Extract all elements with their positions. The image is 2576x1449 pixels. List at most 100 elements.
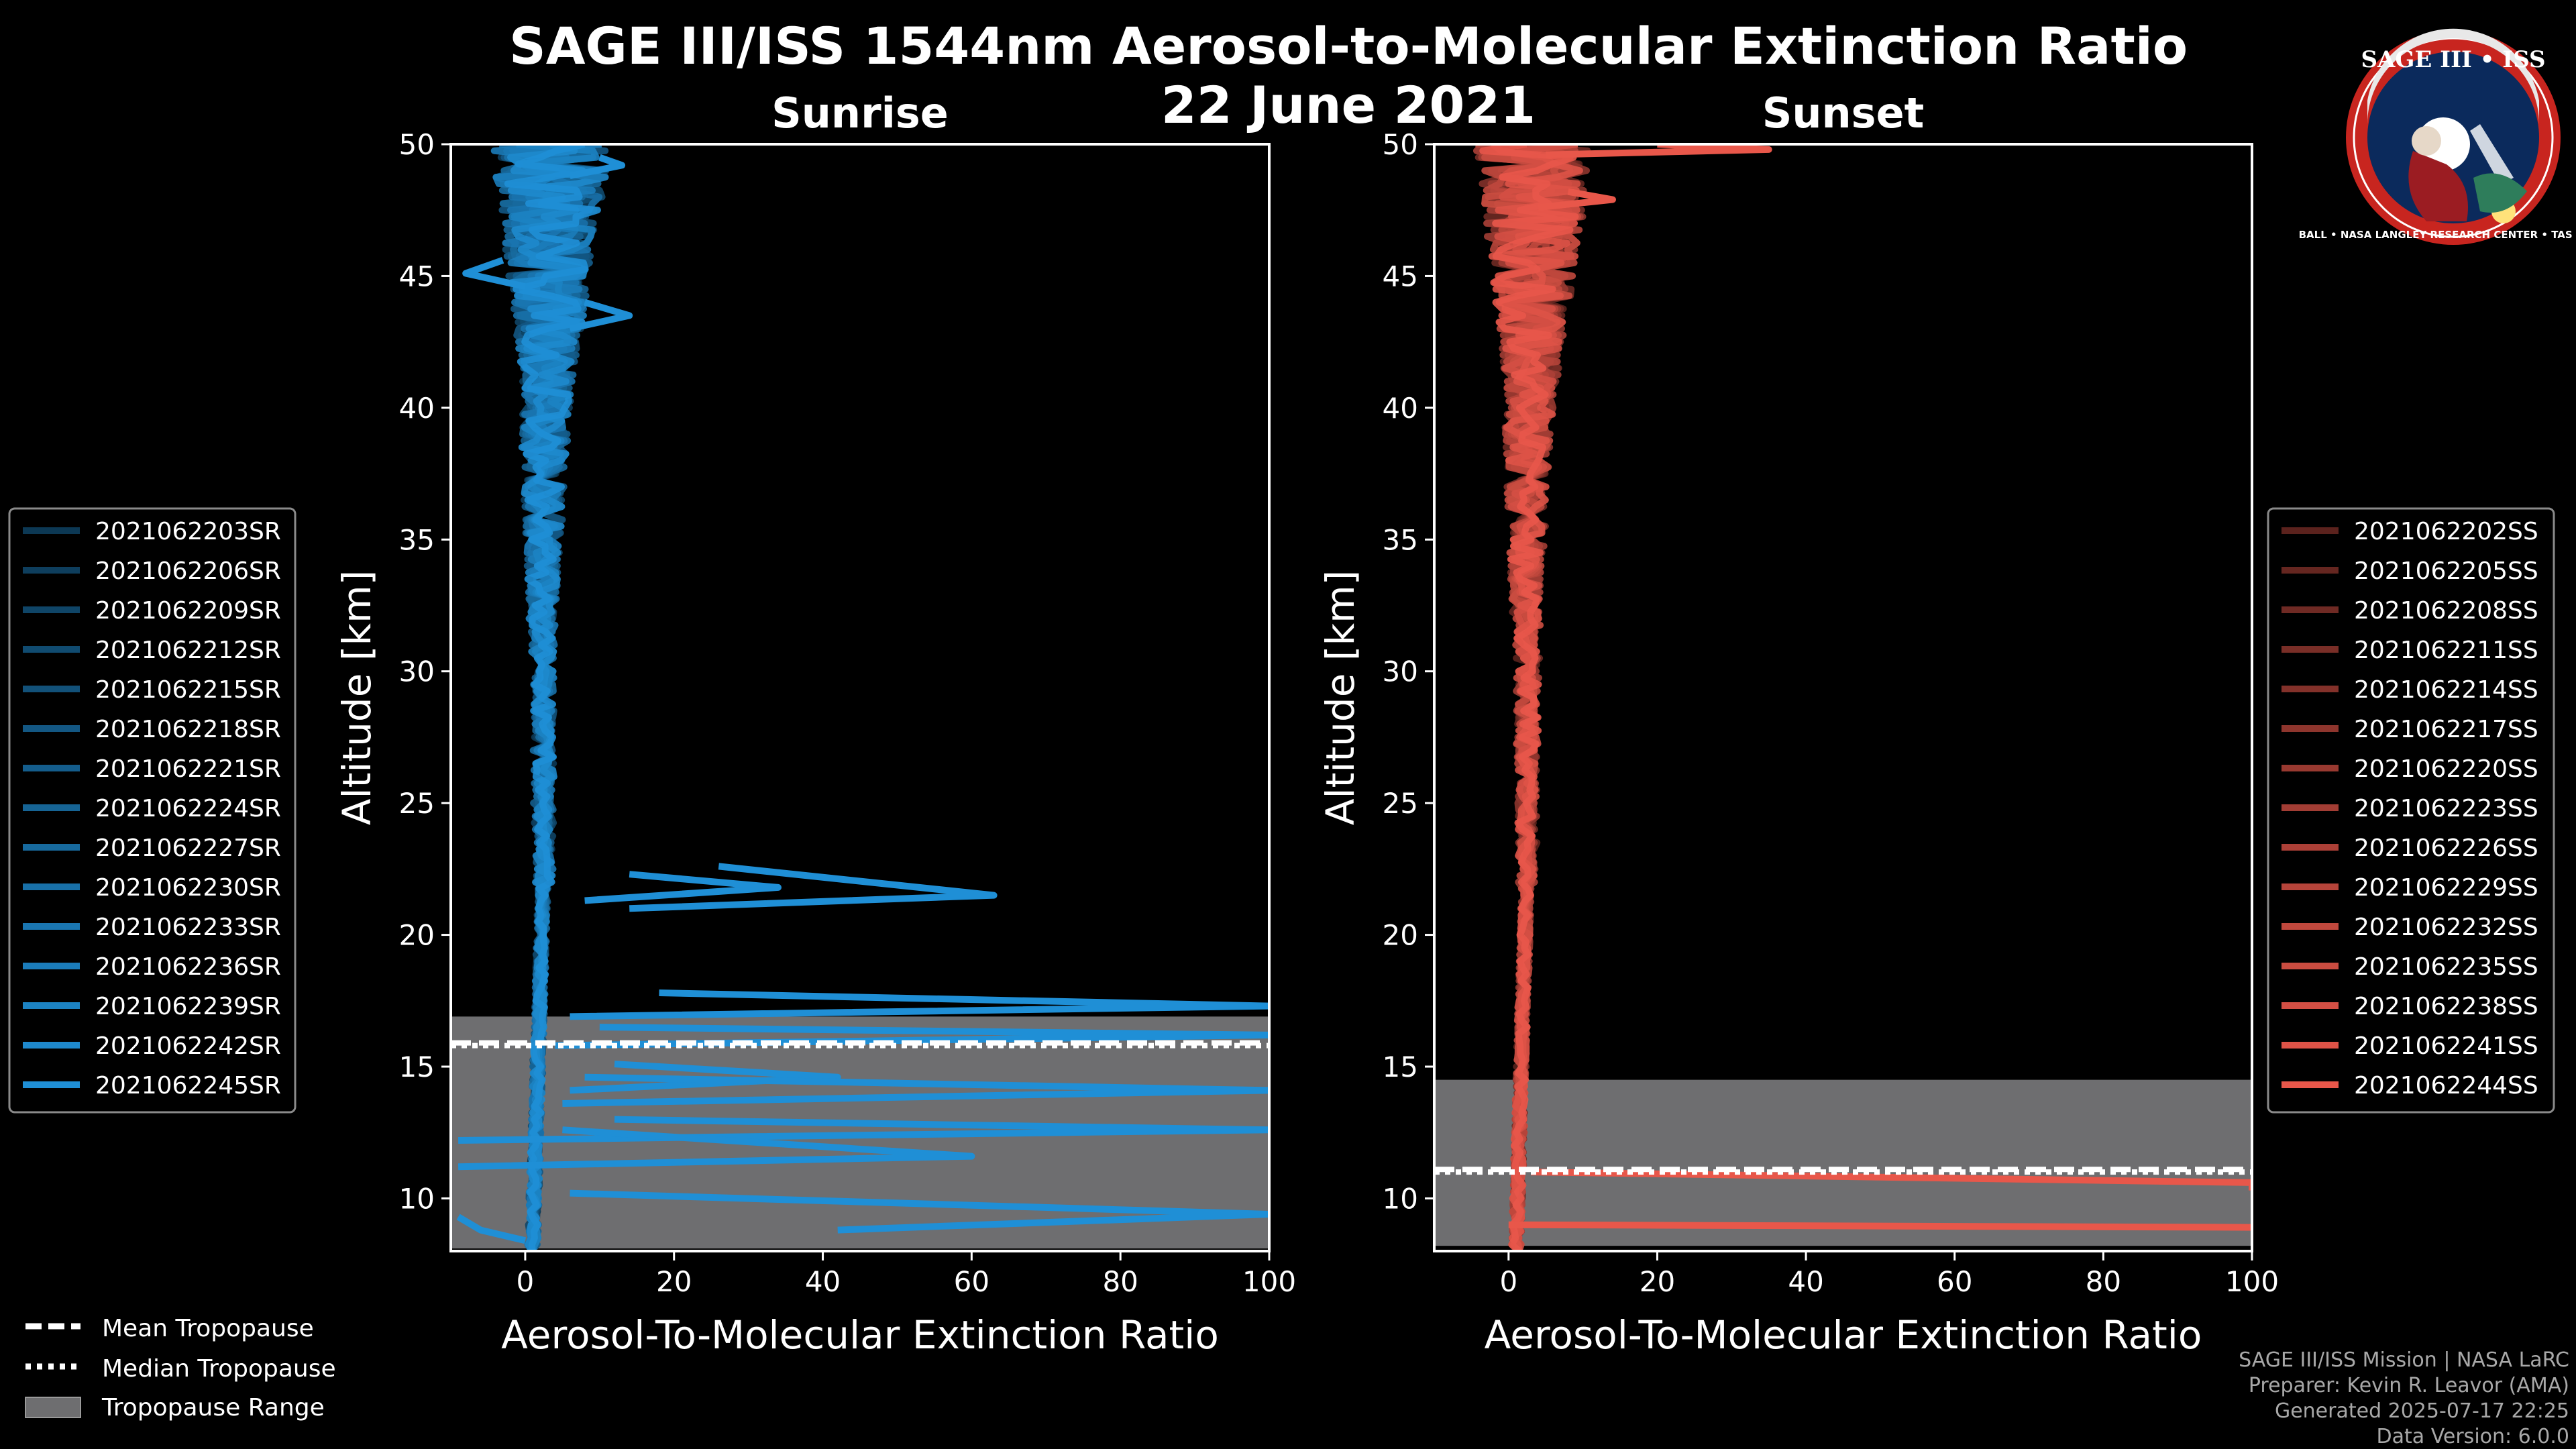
sunrise-spike-5 (562, 1073, 1269, 1107)
sunset-legend: 2021062202SS 2021062205SS 2021062208SS 2021… (2267, 507, 2555, 1114)
sunrise-legend-label: 2021062230SR (95, 874, 281, 902)
sunset-legend-label: 2021062211SS (2354, 637, 2538, 664)
sunset-legend-label: 2021062214SS (2354, 676, 2538, 704)
sunrise-xtick-label: 60 (954, 1265, 989, 1298)
sunset-ytick-label: 25 (1383, 787, 1418, 820)
sunrise-spike-8 (570, 1189, 1269, 1234)
sunrise-ytick-label: 50 (399, 128, 435, 161)
sunset-legend-label: 2021062202SS (2354, 518, 2538, 545)
sunset-profile-2021062244SS (1479, 144, 1579, 1251)
sunrise-ytick-label: 20 (399, 919, 435, 952)
sunrise-ylabel: Altitude [km] (334, 570, 380, 825)
sunrise-legend: 2021062203SR 2021062206SR 2021062209SR 2021… (8, 507, 297, 1114)
sunset-legend-label: 2021062208SS (2354, 597, 2538, 625)
sunrise-axes-frame (449, 143, 1271, 1252)
sunrise-legend-label: 2021062227SR (95, 835, 281, 862)
sunrise-legend-label: 2021062242SR (95, 1032, 281, 1060)
sunset-ytick-label: 45 (1383, 260, 1418, 292)
sunrise-legend-label: 2021062221SR (95, 755, 281, 783)
mean-tropopause-label: Mean Tropopause (102, 1315, 314, 1342)
sunset-xtick-label: 60 (1937, 1265, 1972, 1298)
sunset-legend-label: 2021062238SS (2354, 993, 2538, 1020)
sunrise-spike-4 (570, 1061, 841, 1094)
logo-ring-text: BALL • NASA LANGLEY RESEARCH CENTER • TA… (2299, 229, 2576, 241)
sunrise-spike-6 (458, 1116, 1269, 1144)
sunset-ytick-label: 20 (1383, 919, 1418, 952)
sunset-xtick-label: 40 (1788, 1265, 1823, 1298)
sunset-ylabel: Altitude [km] (1318, 570, 1363, 825)
tropopause-legend: Mean Tropopause Median Tropopause Tropop… (25, 1315, 336, 1421)
sunset-tropopause-range (1434, 1079, 2252, 1246)
sunrise-legend-label: 2021062212SR (95, 637, 281, 664)
sunset-legend-label: 2021062244SS (2354, 1072, 2538, 1099)
sunset-axes-frame (1433, 143, 2253, 1252)
sunrise-legend-label: 2021062224SR (95, 795, 281, 822)
tropopause-range-label: Tropopause Range (101, 1394, 325, 1421)
sunrise-spike-10 (569, 299, 633, 332)
sunrise-xtick-label: 20 (656, 1265, 692, 1298)
sunrise-ytick-label: 10 (399, 1182, 435, 1215)
sunset-plot-area (1434, 144, 2252, 1251)
sunrise-panel: 0 20 40 60 80 100 10 15 20 25 30 35 40 45 50 Aerosol-To… (8, 89, 1296, 1358)
sunset-ytick-label: 30 (1383, 655, 1418, 688)
sunrise-ytick-label: 25 (399, 787, 435, 820)
credits-block: SAGE III/ISS Mission | NASA LaRC Prepare… (2239, 1348, 2569, 1448)
credit-preparer: Preparer: Kevin R. Leavor (AMA) (2249, 1374, 2569, 1397)
sunset-ytick-label: 35 (1383, 523, 1418, 556)
sunset-spike-0 (1546, 144, 1772, 158)
sunset-legend-label: 2021062205SS (2354, 557, 2538, 585)
sunset-xtick-label: 20 (1640, 1265, 1675, 1298)
logo-earth (2473, 173, 2527, 213)
credit-generated: Generated 2025-07-17 22:25 (2275, 1399, 2569, 1423)
sunrise-ytick-label: 15 (399, 1051, 435, 1083)
sunrise-legend-label: 2021062209SR (95, 597, 281, 625)
sunrise-spike-2 (570, 989, 1269, 1020)
sunset-legend-label: 2021062226SS (2354, 835, 2538, 862)
sunrise-legend-label: 2021062215SR (95, 676, 281, 704)
sunset-legend-label: 2021062241SS (2354, 1032, 2538, 1060)
sunset-legend-label: 2021062223SS (2354, 795, 2538, 822)
median-tropopause-label: Median Tropopause (102, 1355, 336, 1383)
sunrise-ytick-label: 40 (399, 392, 435, 425)
sunrise-title: Sunrise (771, 89, 949, 138)
logo-text: SAGE III • ISS (2361, 46, 2545, 73)
sunrise-spike-11 (569, 154, 626, 180)
sunrise-xtick-label: 100 (1242, 1265, 1296, 1298)
credit-mission: SAGE III/ISS Mission | NASA LaRC (2239, 1348, 2569, 1372)
sunrise-legend-label: 2021062236SR (95, 953, 281, 981)
sunset-ytick-label: 50 (1383, 128, 1418, 161)
sunrise-legend-label: 2021062206SR (95, 557, 281, 585)
figure-title: SAGE III/ISS 1544nm Aerosol-to-Molecular… (509, 16, 2188, 76)
logo-figure (2408, 151, 2468, 221)
sunrise-legend-label: 2021062233SR (95, 914, 281, 941)
logo-figure-head (2412, 126, 2441, 156)
sunrise-spike-0 (629, 863, 998, 912)
sunset-title: Sunset (1762, 89, 1925, 138)
sunset-xtick-label: 80 (2086, 1265, 2121, 1298)
sunset-legend-label: 2021062232SS (2354, 914, 2538, 941)
sunset-xtick-label: 0 (1499, 1265, 1517, 1298)
sunrise-legend-label: 2021062239SR (95, 993, 281, 1020)
sunrise-ytick-label: 35 (399, 523, 435, 556)
credit-version: Data Version: 6.0.0 (2377, 1425, 2569, 1448)
sunset-legend-label: 2021062217SS (2354, 716, 2538, 743)
sunrise-spike-12 (462, 257, 526, 290)
sunrise-legend-label: 2021062245SR (95, 1072, 281, 1099)
sunrise-spike-7 (458, 1126, 975, 1171)
sunrise-ytick-label: 30 (399, 655, 435, 688)
sunset-xlabel: Aerosol-To-Molecular Extinction Ratio (1485, 1312, 2202, 1358)
logo-iss (2470, 124, 2514, 184)
sunrise-legend-label: 2021062218SR (95, 716, 281, 743)
sunrise-spike-1 (584, 871, 782, 904)
sunset-ytick-label: 15 (1383, 1051, 1418, 1083)
sunset-panel: 0 20 40 60 80 100 10 15 20 25 30 35 40 45 50 Aerosol-To… (1318, 89, 2555, 1358)
sunset-spike-2 (1531, 1169, 2252, 1191)
sage-logo: SAGE III • ISS BALL • NASA LANGLEY RESEA… (2299, 28, 2576, 245)
sunrise-legend-frame (8, 507, 297, 1114)
sunset-spike-1 (1538, 188, 1616, 211)
sunset-xtick-label: 100 (2225, 1265, 2279, 1298)
sunset-legend-label: 2021062220SS (2354, 755, 2538, 783)
sunset-ytick-label: 40 (1383, 392, 1418, 425)
sunrise-plot-content (451, 144, 1269, 1251)
